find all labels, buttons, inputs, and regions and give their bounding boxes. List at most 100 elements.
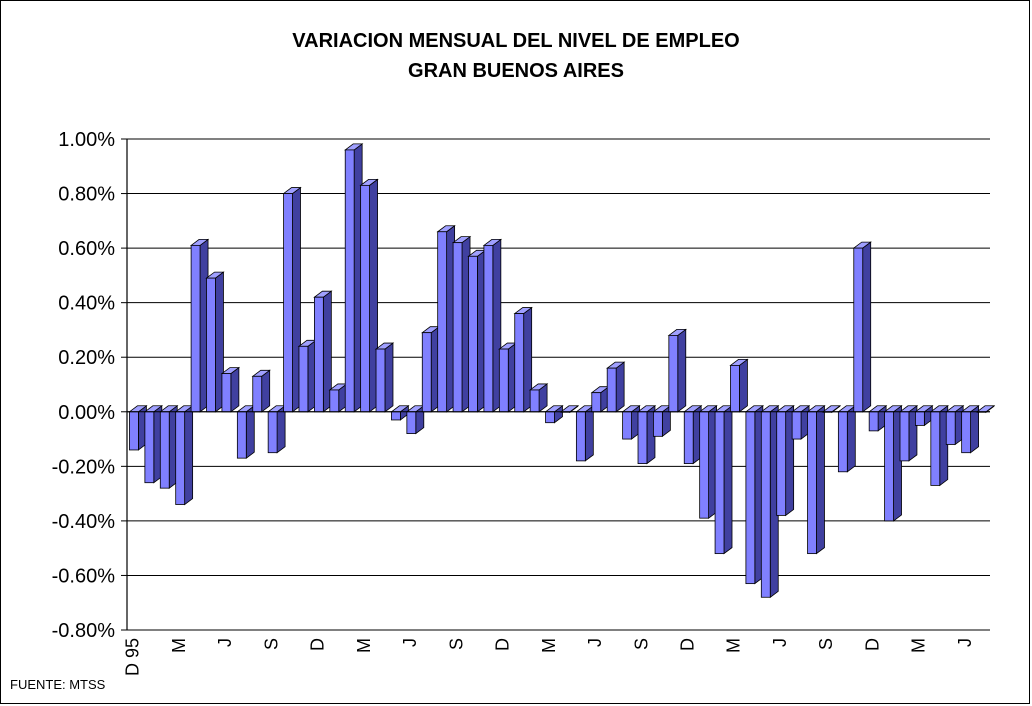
x-tick-label: D: [677, 638, 697, 651]
bar: [159, 404, 179, 489]
bar-front: [190, 244, 201, 413]
axes: [126, 139, 990, 630]
bar: [297, 339, 318, 413]
x-tick-label: D: [308, 638, 328, 651]
bar: [328, 383, 348, 413]
bar-front: [699, 411, 710, 519]
bar: [605, 361, 626, 413]
bar-front: [668, 334, 679, 413]
bar-side: [276, 404, 286, 454]
bar-side: [816, 404, 825, 555]
bar-front: [236, 411, 247, 459]
bar: [652, 404, 672, 438]
bar: [590, 385, 610, 413]
bar: [744, 404, 765, 585]
bar-front: [206, 277, 216, 413]
chart-subtitle: GRAN BUENOS AIRES: [408, 60, 624, 82]
bar-front: [915, 411, 925, 426]
bar-front: [930, 411, 941, 486]
bars: [128, 143, 996, 599]
bar: [451, 235, 472, 413]
bar-side: [970, 404, 979, 454]
bar-side: [261, 369, 271, 413]
x-tick-label: J: [955, 638, 975, 647]
bar-front: [452, 242, 463, 413]
x-tick-label: J: [215, 638, 235, 647]
x-tick-label: M: [724, 638, 744, 653]
bar-front: [714, 411, 725, 555]
bar: [220, 366, 241, 413]
y-tick-label: 0.80%: [58, 184, 115, 206]
bar-front: [791, 411, 802, 440]
bar-side: [739, 358, 748, 413]
bar-front: [313, 296, 324, 413]
bar: [313, 290, 333, 413]
x-tick-label: J: [400, 638, 420, 647]
bar-front: [298, 345, 309, 413]
bar-front: [437, 231, 448, 413]
bar-front: [606, 367, 617, 413]
bar-front: [329, 389, 340, 413]
bar: [482, 238, 503, 413]
bar-front: [344, 149, 355, 413]
bar: [806, 404, 826, 555]
bar-front: [853, 247, 864, 413]
bar-front: [591, 392, 602, 413]
bar: [852, 241, 872, 413]
bar-side: [245, 404, 255, 459]
bar-front: [961, 411, 971, 454]
bar: [929, 404, 949, 487]
bar-front: [776, 411, 787, 516]
bar-front: [760, 411, 771, 598]
bar: [251, 369, 271, 413]
y-tick-label: -0.20%: [52, 456, 116, 478]
x-tick-label: S: [261, 638, 281, 650]
bar-front: [514, 313, 525, 413]
bar: [282, 186, 302, 413]
bar: [713, 404, 734, 555]
bar: [205, 271, 225, 413]
x-tick-label: M: [354, 638, 374, 653]
bar-side: [384, 342, 394, 413]
bar-front: [622, 411, 632, 440]
x-tick-label: S: [816, 638, 836, 650]
bar: [837, 404, 857, 473]
bar-front: [899, 411, 910, 462]
bar: [143, 404, 164, 484]
bar: [621, 404, 641, 440]
bar: [359, 178, 379, 413]
bar: [189, 238, 210, 413]
bar: [667, 328, 687, 413]
bar: [266, 404, 287, 454]
bar-front: [129, 411, 139, 451]
x-tick-label: S: [446, 638, 466, 650]
bar: [528, 383, 549, 413]
bar: [760, 404, 780, 599]
bar-side: [230, 366, 240, 413]
bar-side: [677, 328, 687, 413]
bar-front: [406, 411, 417, 434]
bar: [421, 325, 441, 413]
bar: [436, 224, 456, 413]
y-tick-label: -0.40%: [52, 511, 116, 533]
bar: [883, 404, 903, 522]
bar: [405, 404, 425, 435]
bar: [344, 143, 364, 413]
bar-front: [391, 411, 401, 421]
bar-front: [730, 365, 740, 413]
bar-front: [837, 411, 848, 473]
bar: [698, 404, 718, 519]
bar: [867, 404, 888, 432]
bar-front: [637, 411, 648, 465]
bar: [898, 404, 919, 462]
bar: [636, 404, 657, 465]
bar-front: [884, 411, 894, 522]
y-axis-ticks: 1.00% 0.80% 0.60% 0.40% 0.20% 0.00% -0.20% -0.4…: [52, 129, 116, 642]
bar-top: [559, 405, 580, 413]
bar-front: [221, 373, 232, 413]
bar-front: [945, 411, 956, 445]
y-tick-label: 0.00%: [58, 402, 115, 424]
bar-front: [252, 375, 263, 413]
bar: [790, 404, 811, 440]
